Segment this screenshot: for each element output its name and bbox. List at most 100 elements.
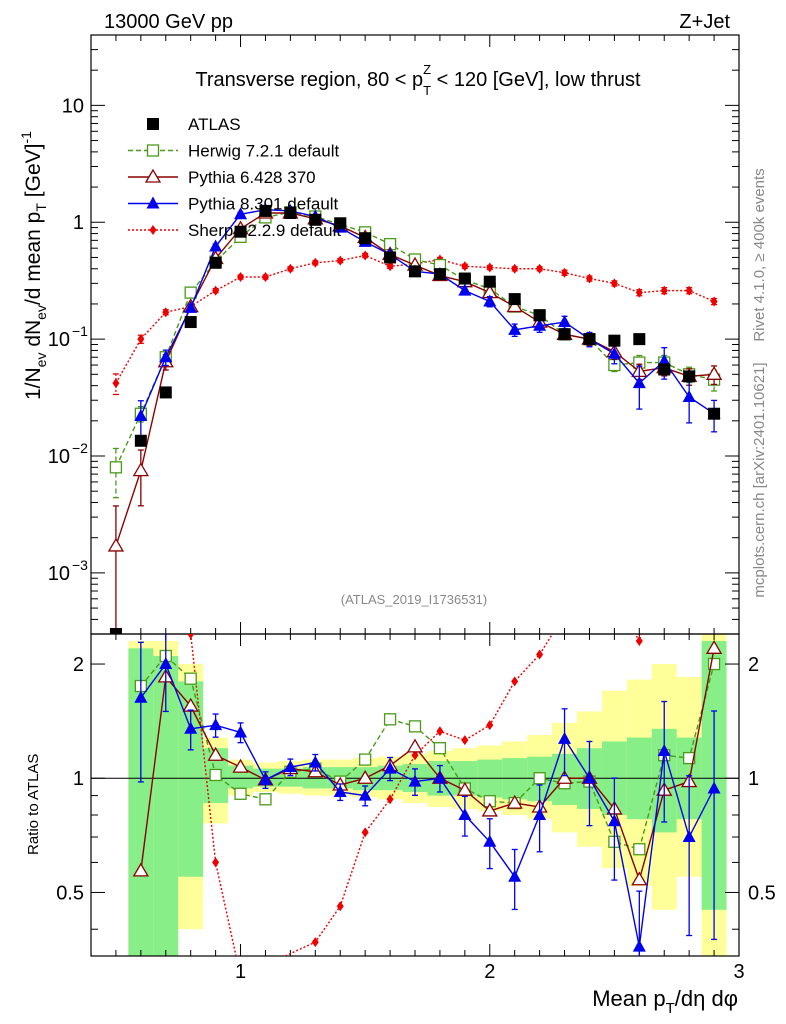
legend-label-pythia8: Pythia 8.301 default — [188, 195, 339, 214]
legend-label-atlas: ATLAS — [188, 115, 241, 134]
point-atlas — [284, 206, 297, 219]
xlabel-part-b: /dη dφ — [675, 986, 738, 1011]
point-sherpa — [361, 250, 369, 261]
point-sherpa — [710, 296, 718, 307]
point-atlas — [508, 293, 521, 306]
ratio-point-pythia6 — [506, 794, 523, 809]
legend-entry-herwig: Herwig 7.2.1 default — [128, 142, 339, 161]
ratio-point-pythia8 — [408, 774, 422, 787]
point-atlas — [533, 309, 546, 322]
point-sherpa — [162, 307, 170, 318]
ratio-line-pythia6 — [140, 648, 715, 883]
series-atlas — [109, 204, 721, 634]
point-sherpa — [336, 255, 344, 266]
point-pythia6 — [705, 366, 723, 380]
legend-marker-herwig — [146, 144, 160, 157]
header-right: Z+Jet — [679, 11, 730, 33]
point-sherpa — [212, 285, 220, 296]
title-part-b: < 120 [GeV], low thrust — [431, 69, 641, 91]
point-pythia8 — [234, 207, 248, 220]
ratio-point-pythia8 — [682, 830, 696, 843]
point-pythia8 — [533, 318, 547, 331]
ratio-point-pythia8 — [582, 771, 596, 784]
series-sherpa — [112, 250, 718, 396]
ratio-point-pythia6 — [132, 862, 149, 877]
legend-label-sherpa: Sherpa 2.2.9 default — [188, 221, 341, 240]
legend-marker-sherpa — [149, 225, 157, 235]
ratio-point-herwig — [259, 793, 272, 806]
point-sherpa — [561, 267, 569, 278]
ratio-point-pythia8 — [533, 808, 547, 821]
ratio-point-herwig — [683, 751, 696, 765]
point-pythia8 — [209, 239, 223, 252]
ratio-point-pythia8 — [657, 743, 671, 756]
point-pythia8 — [508, 322, 522, 335]
point-sherpa — [461, 261, 469, 272]
title-part-a: Transverse region, 80 < p — [195, 69, 423, 91]
point-atlas — [608, 334, 621, 347]
ratio-point-herwig — [234, 787, 247, 800]
analysis-watermark: (ATLAS_2019_I1736531) — [341, 592, 487, 607]
ratio-point-sherpa — [461, 735, 469, 746]
x-tick-label: 2 — [484, 961, 495, 983]
point-pythia8 — [159, 350, 173, 363]
ratio-point-pythia8 — [632, 939, 646, 952]
ratio-point-pythia8 — [234, 725, 248, 738]
ratio-point-herwig — [408, 720, 422, 733]
ratio-point-herwig — [633, 843, 646, 856]
y-tick-label: 10 — [62, 95, 84, 117]
ratio-point-pythia8 — [707, 781, 721, 794]
ratio-point-pythia6 — [481, 802, 498, 817]
ratio-point-sherpa — [536, 649, 544, 660]
legend-entry-pythia6: Pythia 6.428 370 — [128, 168, 316, 187]
ratio-uncertainty-bands — [128, 634, 727, 956]
point-pythia6 — [132, 462, 149, 477]
ratio-line-sherpa — [189, 634, 642, 956]
ratio-point-sherpa — [486, 720, 494, 731]
point-atlas — [334, 217, 347, 230]
plot-title: Transverse region, 80 < pTZ < 120 [GeV],… — [195, 62, 641, 98]
point-atlas — [109, 628, 122, 634]
ratio-point-sherpa — [212, 857, 220, 868]
point-herwig — [109, 461, 123, 474]
ratio-point-herwig — [184, 672, 197, 685]
point-pythia6 — [506, 298, 523, 313]
point-pythia8 — [184, 300, 198, 313]
point-atlas — [309, 213, 322, 226]
point-atlas — [359, 232, 372, 245]
point-pythia8 — [458, 283, 472, 296]
ratio-series-sherpa — [187, 634, 643, 956]
point-atlas — [458, 272, 471, 285]
legend-marker-pythia8 — [146, 196, 160, 209]
ratio-point-herwig — [533, 772, 546, 785]
point-sherpa — [536, 263, 544, 274]
ratio-y-tick-label-right: 2 — [748, 654, 759, 676]
ratio-point-pythia6 — [456, 781, 473, 796]
ratio-point-sherpa — [411, 750, 419, 761]
point-sherpa — [486, 262, 494, 273]
ratio-point-sherpa — [361, 827, 369, 838]
ratio-point-pythia6 — [406, 738, 424, 753]
point-sherpa — [511, 263, 519, 274]
point-sherpa — [660, 285, 668, 296]
ratio-point-pythia6 — [207, 746, 224, 761]
title-sup: Z — [423, 62, 431, 77]
main-data-layer — [107, 202, 723, 634]
x-tick-label: 3 — [733, 961, 744, 983]
legend-entry-sherpa: Sherpa 2.2.9 default — [128, 221, 341, 240]
ratio-point-sherpa — [187, 634, 195, 639]
point-pythia8 — [632, 376, 646, 389]
ratio-point-pythia8 — [508, 869, 522, 882]
ratio-point-sherpa — [511, 676, 519, 687]
ratio-series-pythia8 — [134, 634, 721, 956]
ratio-point-pythia8 — [558, 731, 572, 744]
ratio-y-tick-label-right: 0.5 — [748, 882, 776, 904]
point-atlas — [134, 434, 147, 447]
point-sherpa — [386, 261, 394, 272]
point-pythia8 — [657, 353, 671, 366]
point-atlas — [433, 268, 446, 281]
y-tick-label: 10 — [48, 563, 70, 585]
ratio-y-tick-label: 1 — [73, 768, 84, 790]
ratio-point-pythia8 — [283, 760, 297, 773]
